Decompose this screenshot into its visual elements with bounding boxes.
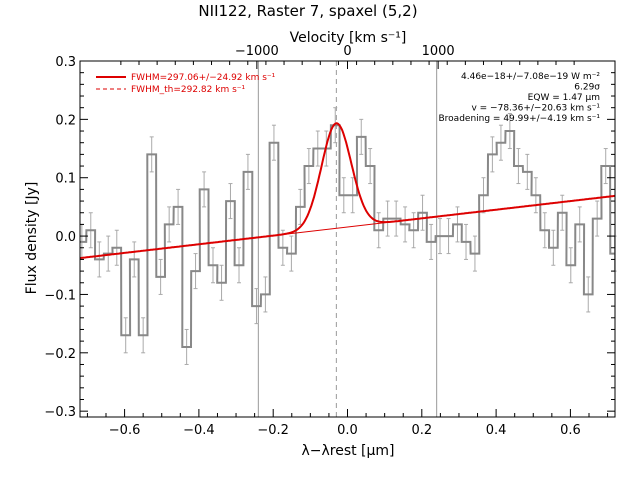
top-tick-label: 0 [343,44,351,59]
x-tick-label: 0.4 [486,423,507,438]
x-tick-label: 0.6 [560,423,581,438]
y-tick-label: 0.1 [55,172,76,187]
fit-annotation: EQW = 1.47 μm [528,93,600,103]
legend-text: FWHM_th=292.82 km s⁻¹ [131,85,246,95]
y-tick-label: 0.2 [55,113,76,128]
y-tick-label: −0.2 [44,347,76,362]
top-axis-label: Velocity [km s⁻¹] [290,30,407,46]
spectrum-histogram [80,124,615,348]
x-tick-label: −0.2 [257,423,289,438]
x-axis-label: λ−λrest [μm] [301,443,394,459]
y-axis-label: Flux density [Jy] [24,182,40,295]
x-tick-label: 0.2 [411,423,432,438]
y-tick-label: −0.1 [44,288,76,303]
top-tick-label: −1000 [235,44,279,59]
x-tick-label: 0.0 [337,423,358,438]
y-tick-label: −0.3 [44,405,76,420]
fit-annotation: 6.29σ [574,83,600,93]
fit-annotation: v = −78.36+/−20.63 km s⁻¹ [471,104,600,114]
y-tick-label: 0.3 [55,55,76,70]
legend-text: FWHM=297.06+/−24.92 km s⁻¹ [131,73,276,83]
top-tick-label: 1000 [422,44,455,59]
x-tick-label: −0.6 [109,423,141,438]
fit-annotation: 4.46e−18+/−7.08e−19 W m⁻² [461,72,600,82]
fit-annotation: Broadening = 49.99+/−4.19 km s⁻¹ [439,114,601,124]
x-tick-label: −0.4 [183,423,215,438]
gaussian-fit-curve [79,122,616,260]
chart-title: NII122, Raster 7, spaxel (5,2) [198,2,417,20]
y-tick-label: 0.0 [55,230,76,245]
